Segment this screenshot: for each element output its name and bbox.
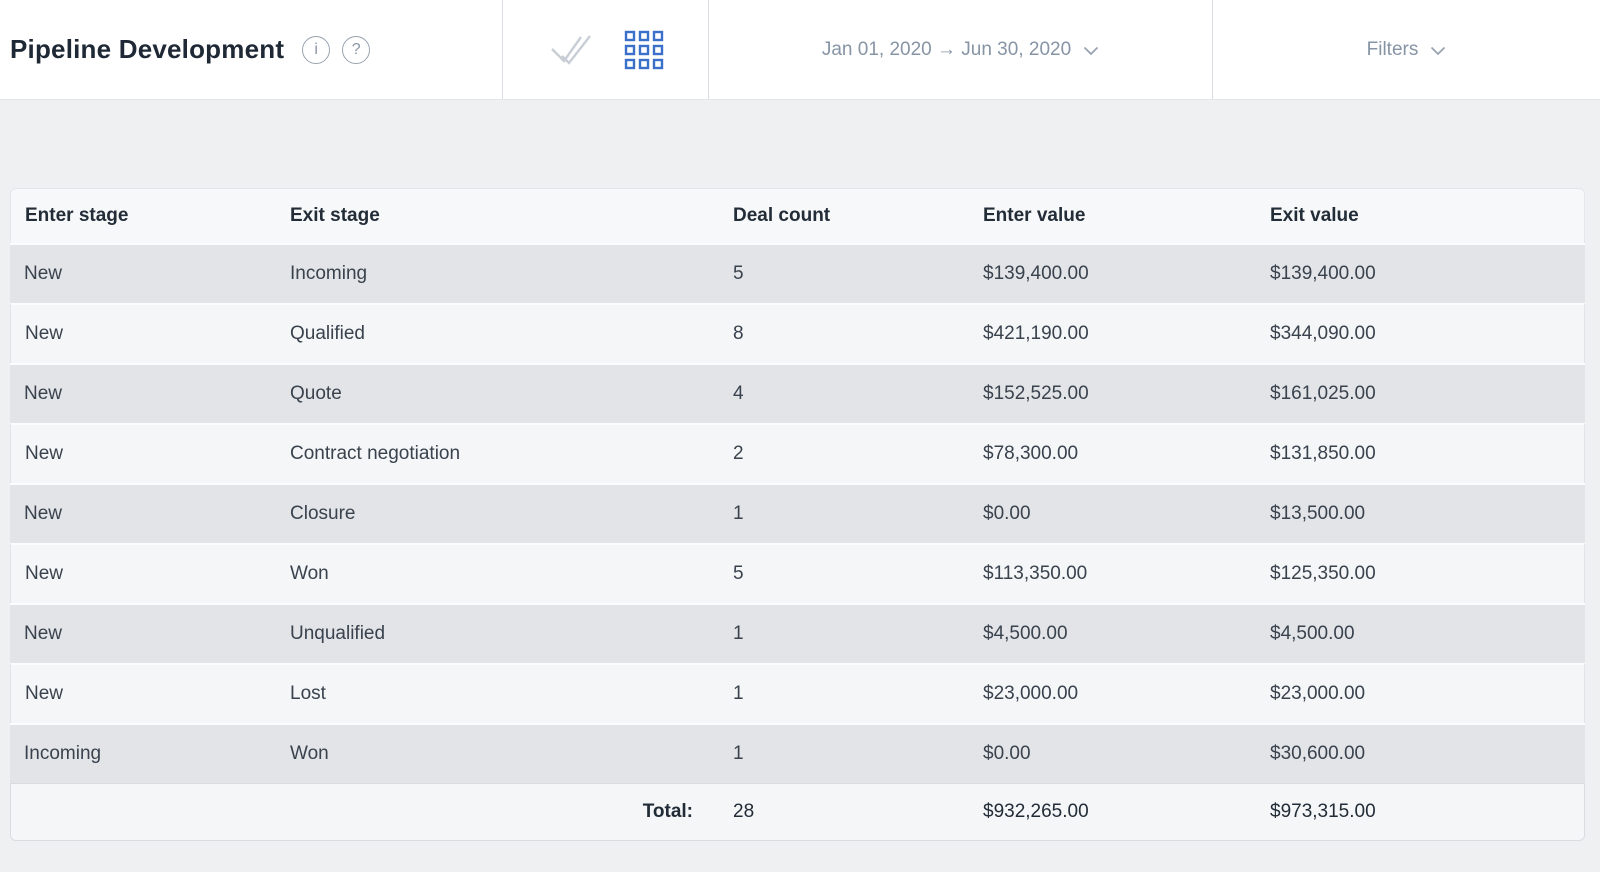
title-section: Pipeline Development i ? — [0, 0, 502, 99]
cell-deal-count: 5 — [719, 243, 969, 303]
cell-enter-stage: New — [10, 543, 276, 603]
cell-deal-count: 2 — [719, 423, 969, 483]
toolbar: Pipeline Development i ? Jan 01, 2020 → … — [0, 0, 1600, 100]
cell-enter-value: $4,500.00 — [969, 603, 1256, 663]
table-row[interactable]: New Qualified 8 $421,190.00 $344,090.00 — [10, 303, 1585, 363]
filters-dropdown[interactable]: Filters — [1212, 0, 1600, 99]
cell-enter-stage: Incoming — [10, 723, 276, 783]
cell-enter-value: $139,400.00 — [969, 243, 1256, 303]
cell-enter-value: $78,300.00 — [969, 423, 1256, 483]
cell-deal-count: 1 — [719, 663, 969, 723]
cell-exit-value: $4,500.00 — [1256, 603, 1585, 663]
grid-icon[interactable] — [624, 30, 664, 70]
help-icon[interactable]: ? — [342, 35, 371, 64]
cell-enter-value: $152,525.00 — [969, 363, 1256, 423]
table-footer: Total: 28 $932,265.00 $973,315.00 — [10, 783, 1585, 841]
cell-exit-value: $139,400.00 — [1256, 243, 1585, 303]
cell-enter-stage: New — [10, 303, 276, 363]
cell-exit-stage: Won — [276, 723, 719, 783]
cell-enter-value: $0.00 — [969, 723, 1256, 783]
cell-exit-value: $23,000.00 — [1256, 663, 1585, 723]
cell-enter-value: $0.00 — [969, 483, 1256, 543]
cell-enter-value: $421,190.00 — [969, 303, 1256, 363]
table-row[interactable]: Incoming Won 1 $0.00 $30,600.00 — [10, 723, 1585, 783]
cell-deal-count: 1 — [719, 723, 969, 783]
cell-deal-count: 1 — [719, 483, 969, 543]
info-icon[interactable]: i — [302, 35, 331, 64]
cell-exit-stage: Incoming — [276, 243, 719, 303]
total-deal-count: 28 — [719, 783, 969, 841]
table-row[interactable]: New Unqualified 1 $4,500.00 $4,500.00 — [10, 603, 1585, 663]
cell-exit-stage: Unqualified — [276, 603, 719, 663]
cell-exit-value: $161,025.00 — [1256, 363, 1585, 423]
cell-exit-stage: Quote — [276, 363, 719, 423]
table-row[interactable]: New Incoming 5 $139,400.00 $139,400.00 — [10, 243, 1585, 303]
cell-exit-stage: Qualified — [276, 303, 719, 363]
table-row[interactable]: New Lost 1 $23,000.00 $23,000.00 — [10, 663, 1585, 723]
cell-enter-stage: New — [10, 243, 276, 303]
page-title: Pipeline Development — [10, 34, 285, 64]
cell-exit-value: $13,500.00 — [1256, 483, 1585, 543]
view-toggle-section — [502, 0, 708, 99]
cell-enter-stage: New — [10, 603, 276, 663]
cell-enter-stage: New — [10, 363, 276, 423]
cell-exit-value: $131,850.00 — [1256, 423, 1585, 483]
date-range-selector[interactable]: Jan 01, 2020 → Jun 30, 2020 — [708, 0, 1212, 99]
total-label: Total: — [276, 783, 719, 841]
cell-exit-stage: Won — [276, 543, 719, 603]
cell-deal-count: 1 — [719, 603, 969, 663]
date-range-label: Jan 01, 2020 → Jun 30, 2020 — [821, 38, 1072, 60]
table-row[interactable]: New Closure 1 $0.00 $13,500.00 — [10, 483, 1585, 543]
cell-exit-value: $344,090.00 — [1256, 303, 1585, 363]
cell-deal-count: 8 — [719, 303, 969, 363]
table-header: Enter stage Exit stage Deal count Enter … — [10, 188, 1585, 243]
table-row[interactable]: New Won 5 $113,350.00 $125,350.00 — [10, 543, 1585, 603]
cell-enter-stage: New — [10, 483, 276, 543]
cell-enter-value: $23,000.00 — [969, 663, 1256, 723]
cell-enter-value: $113,350.00 — [969, 543, 1256, 603]
table-row[interactable]: New Contract negotiation 2 $78,300.00 $1… — [10, 423, 1585, 483]
cell-exit-value: $125,350.00 — [1256, 543, 1585, 603]
column-header-enter-value: Enter value — [969, 188, 1256, 243]
column-header-enter-stage: Enter stage — [10, 188, 276, 243]
cell-exit-stage: Lost — [276, 663, 719, 723]
total-empty-cell — [10, 783, 276, 841]
chevron-down-icon — [1431, 46, 1446, 56]
pipeline-table: Enter stage Exit stage Deal count Enter … — [10, 188, 1585, 841]
cell-exit-value: $30,600.00 — [1256, 723, 1585, 783]
table-body: New Incoming 5 $139,400.00 $139,400.00 N… — [10, 243, 1585, 783]
chevron-down-icon — [1084, 46, 1099, 56]
cell-exit-stage: Closure — [276, 483, 719, 543]
report-area: Enter stage Exit stage Deal count Enter … — [0, 100, 1600, 841]
total-row: Total: 28 $932,265.00 $973,315.00 — [10, 783, 1585, 841]
column-header-exit-stage: Exit stage — [276, 188, 719, 243]
cell-deal-count: 4 — [719, 363, 969, 423]
cell-enter-stage: New — [10, 423, 276, 483]
column-header-exit-value: Exit value — [1256, 188, 1585, 243]
total-enter-value: $932,265.00 — [969, 783, 1256, 841]
cell-exit-stage: Contract negotiation — [276, 423, 719, 483]
table-row[interactable]: New Quote 4 $152,525.00 $161,025.00 — [10, 363, 1585, 423]
total-exit-value: $973,315.00 — [1256, 783, 1585, 841]
cell-enter-stage: New — [10, 663, 276, 723]
filters-label: Filters — [1366, 38, 1419, 60]
column-header-deal-count: Deal count — [719, 188, 969, 243]
double-checkmark-icon[interactable] — [548, 31, 594, 69]
cell-deal-count: 5 — [719, 543, 969, 603]
